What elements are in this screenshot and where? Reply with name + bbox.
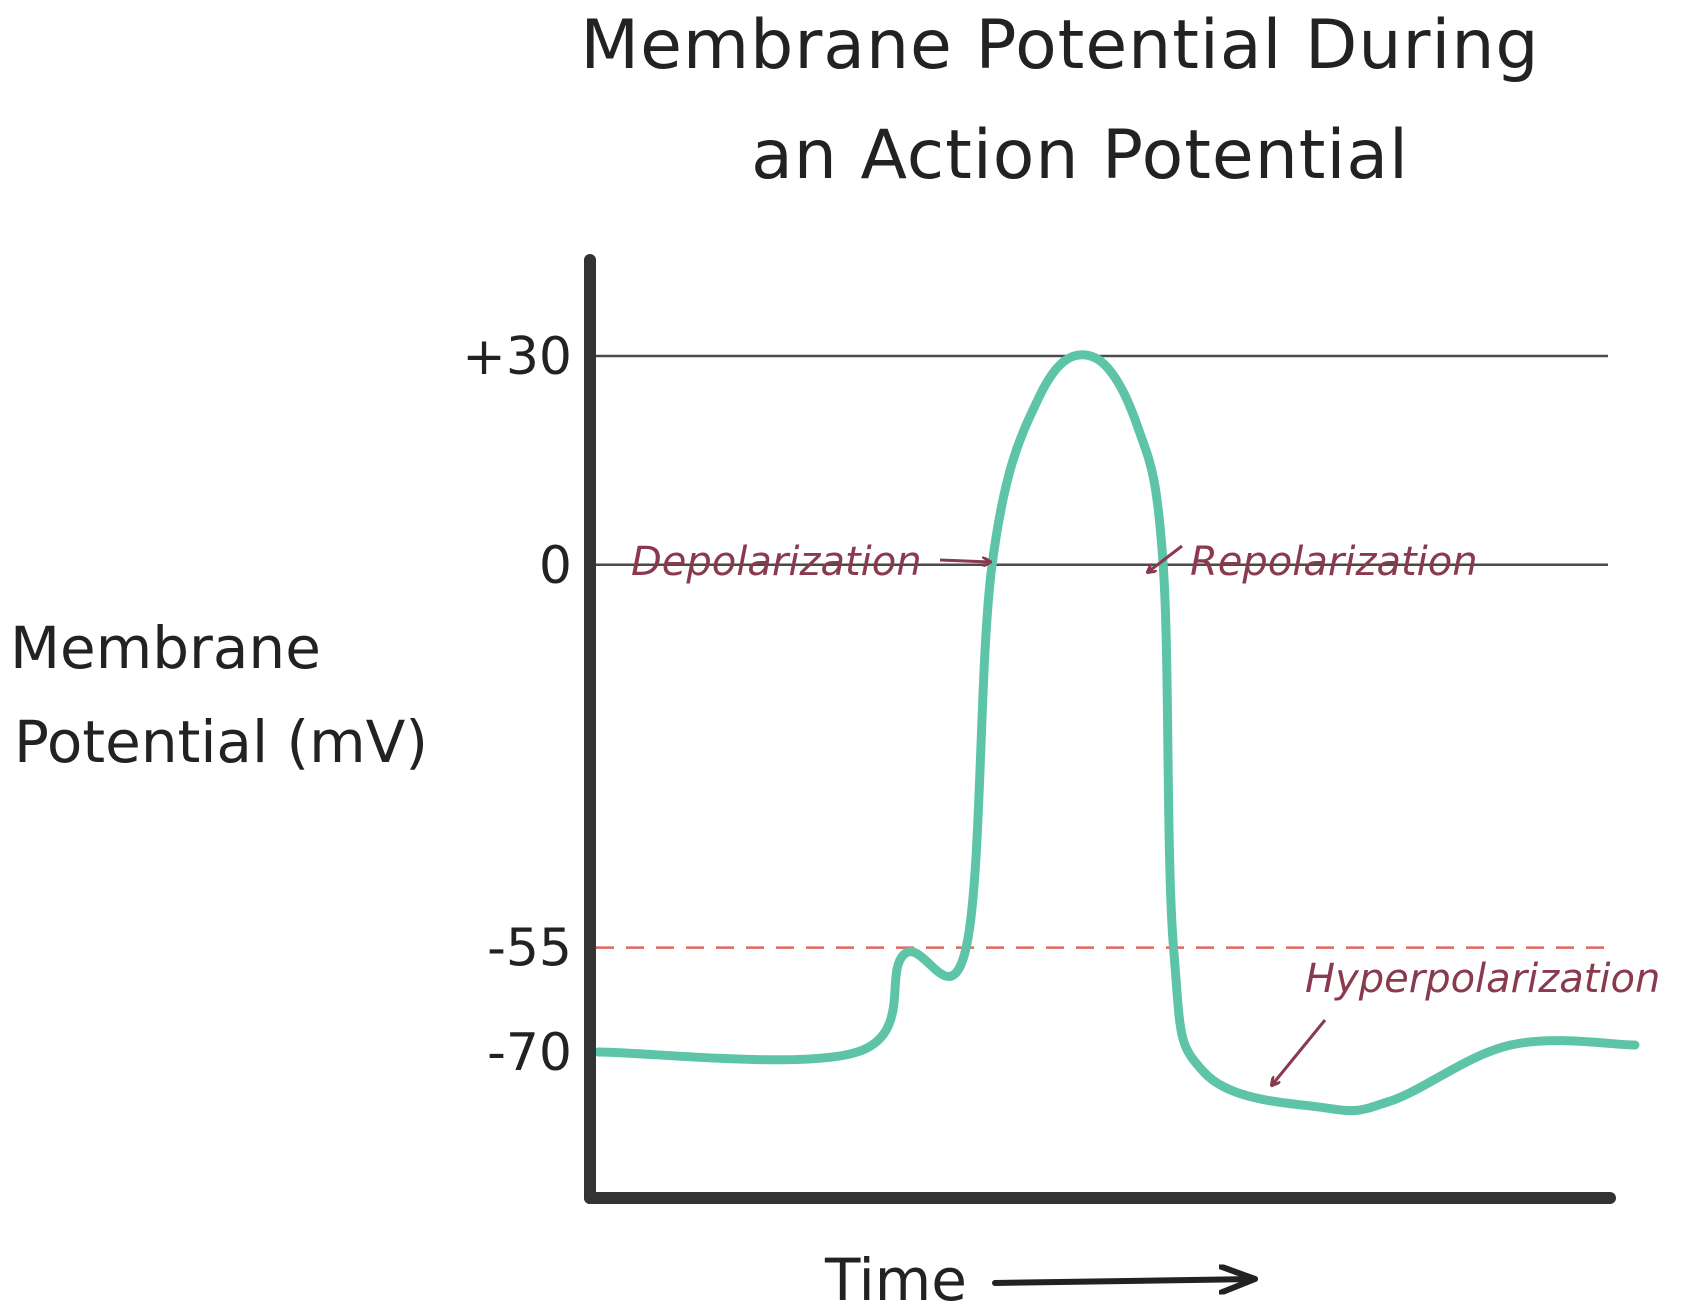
reference-lines (596, 354, 1608, 949)
y-tick-labels: +30 0 -55 -70 (462, 327, 572, 1083)
annotation-repolarization-arrow (1148, 544, 1183, 572)
x-axis-label: Time (824, 1246, 967, 1308)
y-axis-label-line-1: Membrane (10, 614, 321, 682)
y-tick-label-2: -55 (487, 919, 572, 979)
y-tick-label-0: +30 (462, 327, 572, 387)
annotation-depolarization-arrow (939, 560, 990, 562)
annotation-hyperpolarization: Hyperpolarization (1305, 956, 1660, 1002)
annotation-hyperpolarization-arrow (1272, 1019, 1327, 1085)
chart-title-line-1: Membrane Potential During (580, 6, 1539, 85)
annotation-depolarization: Depolarization (631, 539, 922, 585)
time-arrow (992, 1279, 1258, 1283)
y-tick-label-1: 0 (539, 536, 572, 596)
y-tick-label-3: -70 (487, 1023, 572, 1083)
annotation-repolarization: Repolarization (1190, 539, 1478, 585)
y-axis-label-line-2: Potential (mV) (14, 708, 428, 776)
membrane-potential-trace (593, 350, 1640, 1116)
chart-title-line-2: an Action Potential (751, 116, 1409, 195)
